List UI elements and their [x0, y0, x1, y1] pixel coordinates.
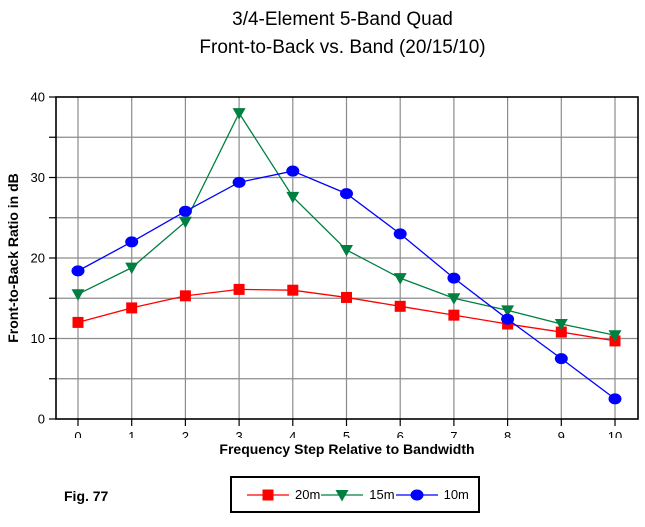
svg-text:6: 6 [397, 429, 404, 438]
legend-label-10m: 10m [443, 487, 469, 502]
legend-item-15m: 15m [320, 486, 395, 504]
legend-label-20m: 20m [295, 487, 321, 502]
chart-title-line1: 3/4-Element 5-Band Quad [232, 9, 453, 30]
legend-item-20m: 20m [246, 486, 320, 504]
svg-text:10: 10 [608, 429, 622, 438]
chart-plot-area: 0 1 2 3 4 5 6 7 8 9 10 0 10 20 30 40 [31, 90, 639, 438]
x-axis-label: Frequency Step Relative to Bandwidth [219, 441, 475, 457]
legend-marker-10m-icon [395, 489, 438, 500]
legend-label-15m: 15m [369, 487, 395, 502]
svg-text:2: 2 [182, 429, 189, 438]
svg-text:5: 5 [343, 429, 350, 438]
svg-text:0: 0 [74, 429, 81, 438]
svg-text:10: 10 [31, 331, 45, 346]
svg-text:9: 9 [558, 429, 565, 438]
svg-text:4: 4 [289, 429, 296, 438]
chart-title: 3/4-Element 5-Band Quad Front-to-Back vs… [40, 6, 645, 62]
legend: 20m 15m 10m [230, 476, 480, 513]
legend-marker-15m-icon [321, 489, 364, 501]
svg-text:8: 8 [504, 429, 511, 438]
svg-text:40: 40 [31, 90, 45, 105]
svg-text:0: 0 [38, 412, 45, 427]
figure-number-label: Fig. 77 [64, 488, 109, 504]
svg-text:7: 7 [450, 429, 457, 438]
y-axis-label: Front-to-Back Ratio in dB [5, 173, 21, 343]
legend-marker-20m-icon [247, 489, 289, 500]
chart-title-line2: Front-to-Back vs. Band (20/15/10) [199, 37, 486, 58]
legend-item-10m: 10m [395, 486, 469, 504]
svg-text:30: 30 [31, 170, 45, 185]
svg-text:1: 1 [128, 429, 135, 438]
svg-text:3: 3 [235, 429, 242, 438]
svg-text:20: 20 [31, 251, 45, 266]
